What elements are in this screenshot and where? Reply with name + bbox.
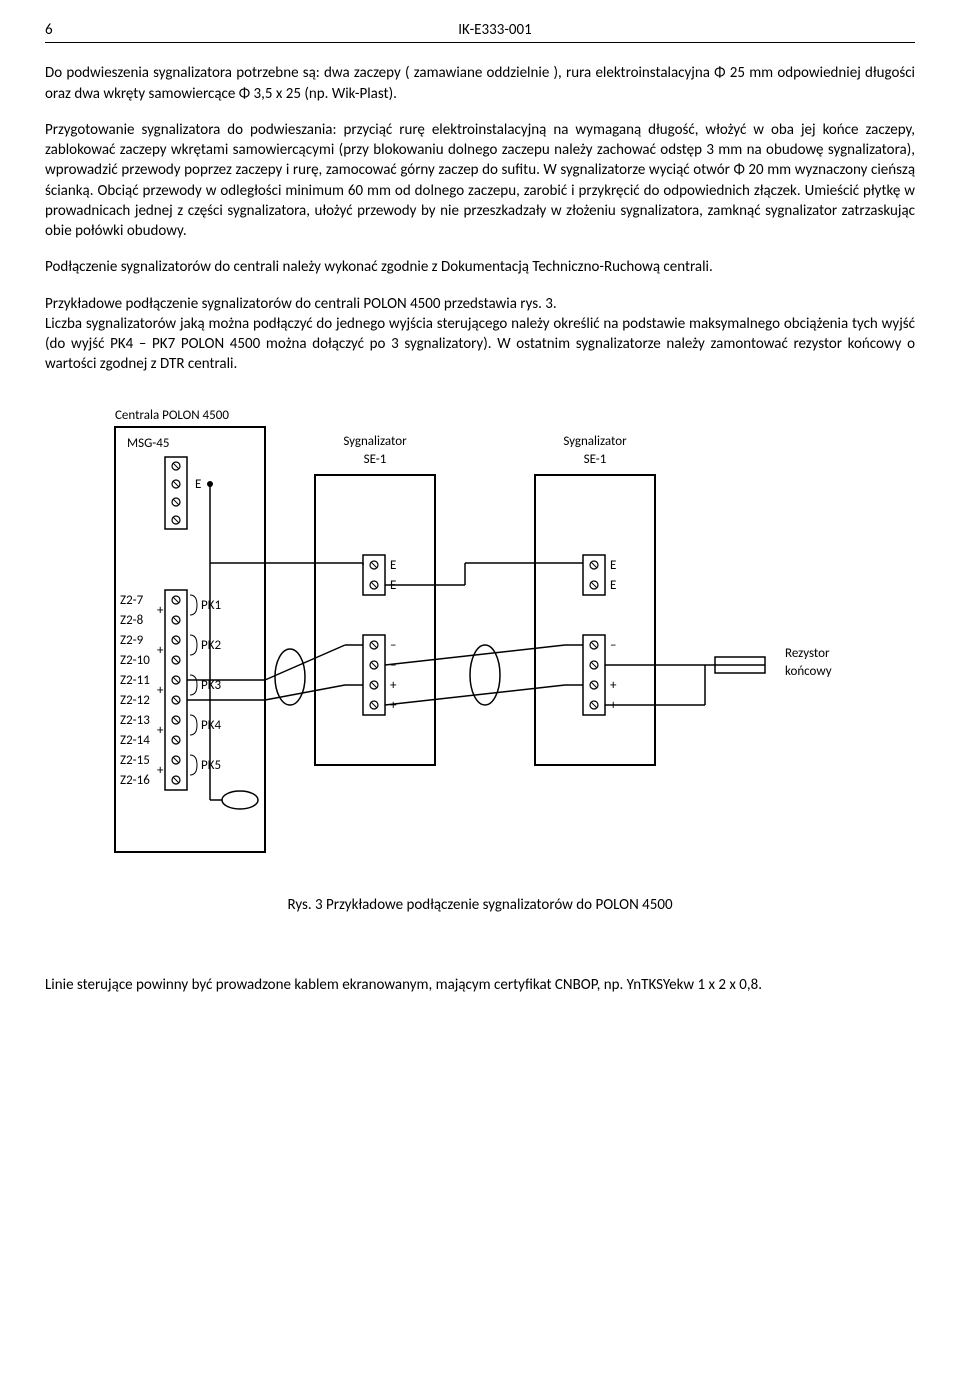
syg1-p2: +	[390, 698, 397, 713]
page-number: 6	[45, 20, 75, 40]
rezystor-l1: Rezystor	[785, 646, 830, 661]
pk2: PK2	[201, 638, 221, 653]
doc-id: IK-E333-001	[75, 20, 915, 40]
page-header: 6 IK-E333-001	[45, 20, 915, 43]
figure-caption: Rys. 3 Przykładowe podłączenie sygnaliza…	[45, 895, 915, 915]
plus1: +	[157, 603, 164, 618]
label-msg45: MSG-45	[127, 436, 169, 451]
paragraph-footer: Linie sterujące powinny być prowadzone k…	[45, 975, 915, 995]
z2-10: Z2-10	[120, 653, 150, 668]
syg1-m2: –	[390, 658, 396, 673]
wiring-diagram: Centrala POLON 4500 MSG-45 E	[45, 405, 915, 865]
syg1-se1: SE-1	[364, 452, 387, 467]
plus2: +	[157, 643, 164, 658]
syg1-label: Sygnalizator	[343, 434, 407, 449]
syg1-p1: +	[390, 678, 397, 693]
plus4: +	[157, 723, 164, 738]
syg2-e1: E	[610, 558, 616, 573]
syg1-e1: E	[390, 558, 396, 573]
z2-7: Z2-7	[120, 593, 144, 608]
syg2-e2: E	[610, 578, 616, 593]
msg45-top-terminals	[172, 462, 180, 524]
label-centrala: Centrala POLON 4500	[115, 408, 229, 423]
paragraph-3: Podłączenie sygnalizatorów do centrali n…	[45, 257, 915, 277]
syg2-m1: –	[610, 638, 616, 653]
z2-14: Z2-14	[120, 733, 150, 748]
paragraph-2: Przygotowanie sygnalizatora do podwiesza…	[45, 120, 915, 242]
z2-13: Z2-13	[120, 713, 150, 728]
z2-9: Z2-9	[120, 633, 144, 648]
plus5: +	[157, 763, 164, 778]
paragraph-5: Liczba sygnalizatorów jaką można podłącz…	[45, 314, 915, 375]
rezystor-l2: końcowy	[785, 664, 832, 679]
msg45-lower-terminals	[172, 596, 180, 784]
paragraph-4: Przykładowe podłączenie sygnalizatorów d…	[45, 294, 915, 314]
z2-16: Z2-16	[120, 773, 150, 788]
syg1-m1: –	[390, 638, 396, 653]
z2-11: Z2-11	[120, 673, 150, 688]
syg2-label: Sygnalizator	[563, 434, 627, 449]
label-e-top: E	[195, 477, 201, 492]
z2-12: Z2-12	[120, 693, 150, 708]
pk5: PK5	[201, 758, 221, 773]
z2-8: Z2-8	[120, 613, 144, 628]
z2-15: Z2-15	[120, 753, 150, 768]
plus3: +	[157, 683, 164, 698]
syg2-se1: SE-1	[584, 452, 607, 467]
pk1: PK1	[201, 598, 221, 613]
paragraph-1: Do podwieszenia sygnalizatora potrzebne …	[45, 63, 915, 104]
syg2-p1: +	[610, 678, 617, 693]
pk4: PK4	[201, 718, 221, 733]
